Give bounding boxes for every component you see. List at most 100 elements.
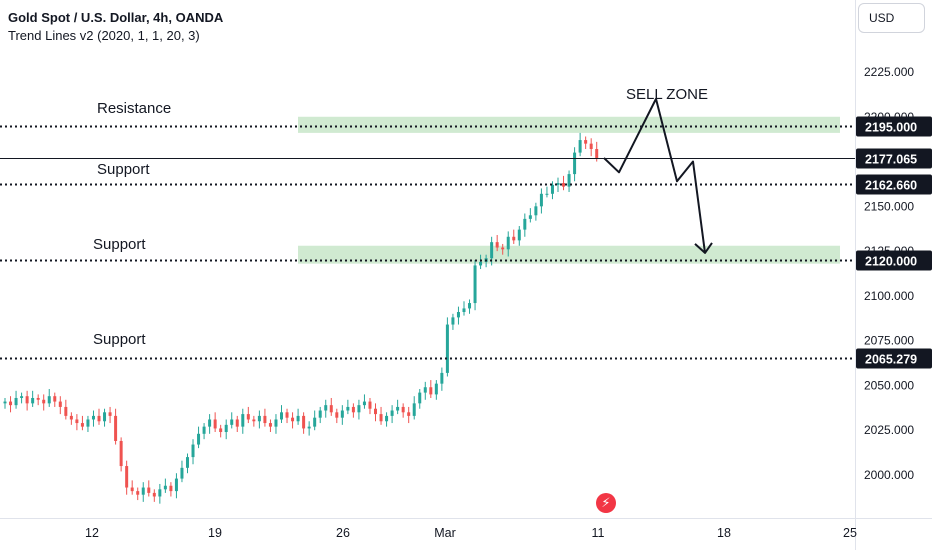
candle — [495, 234, 499, 252]
candle-body — [53, 396, 57, 402]
candle — [219, 424, 223, 438]
candle-body — [456, 312, 460, 318]
candle — [125, 460, 129, 495]
candle — [64, 399, 68, 420]
candle — [285, 408, 289, 424]
candle — [423, 381, 427, 400]
candle — [69, 412, 73, 425]
candle — [346, 399, 350, 415]
candle-body — [340, 410, 344, 418]
candle — [368, 397, 372, 415]
candle-body — [103, 412, 107, 422]
candle-body — [401, 406, 405, 413]
candle — [473, 260, 477, 311]
candle-body — [396, 406, 400, 411]
price-label-bg — [856, 148, 932, 169]
candle-body — [307, 426, 311, 429]
zone-1 — [298, 116, 840, 133]
candle-body — [91, 415, 95, 420]
candle-body — [329, 405, 333, 413]
bolt-icon[interactable]: ⚡ — [596, 493, 616, 513]
x-tick-label: 19 — [208, 526, 222, 540]
candle-body — [362, 401, 366, 406]
candle — [351, 403, 355, 418]
candle-body — [451, 317, 455, 325]
candle — [501, 243, 505, 255]
y-tick-label: 2225.000 — [864, 65, 914, 79]
candle — [562, 175, 566, 191]
candle-body — [97, 415, 101, 422]
candle-body — [163, 485, 167, 490]
candle-body — [445, 324, 449, 373]
candle-body — [152, 492, 156, 497]
candle-body — [280, 412, 283, 420]
candle — [517, 226, 521, 246]
x-tick-label: 12 — [85, 526, 99, 540]
candle-body — [495, 242, 499, 248]
candle-body — [268, 423, 272, 427]
candle-body — [31, 397, 35, 404]
candle-body — [197, 433, 201, 445]
candle — [3, 397, 7, 409]
candle — [185, 453, 189, 474]
candle-body — [119, 440, 123, 467]
candle — [213, 412, 217, 433]
candle-body — [47, 396, 51, 404]
candle-body — [208, 419, 212, 427]
candle-body — [69, 415, 73, 420]
candle — [103, 408, 107, 427]
candle — [158, 483, 162, 504]
candle — [374, 403, 378, 422]
candle-body — [318, 410, 322, 418]
candle-body — [219, 428, 223, 433]
candle — [584, 136, 588, 150]
projection-path — [603, 97, 706, 254]
candle — [147, 480, 151, 497]
candle — [335, 408, 339, 424]
candle-body — [368, 401, 372, 409]
candle-body — [296, 415, 300, 422]
candle — [114, 408, 118, 445]
candle-body — [523, 218, 527, 230]
candle — [152, 489, 156, 502]
candle — [274, 414, 278, 434]
candle-body — [374, 408, 378, 415]
candle — [401, 403, 405, 418]
price-label-1: 2195.000 — [865, 121, 917, 135]
candle — [47, 389, 51, 407]
symbol-title[interactable]: Gold Spot / U.S. Dollar, 4h, OANDA — [8, 10, 224, 25]
candle — [163, 478, 167, 493]
price-label-3: 2162.660 — [865, 179, 917, 193]
x-tick-label: 11 — [592, 526, 605, 540]
candle-body — [252, 419, 256, 422]
y-tick-label: 2150.000 — [864, 199, 914, 213]
candle-body — [191, 444, 195, 458]
candle — [445, 317, 449, 377]
candle-body — [147, 487, 151, 493]
price-label-bg — [856, 348, 932, 369]
candle — [318, 406, 322, 424]
candle-body — [545, 193, 549, 195]
x-tick-label: 18 — [717, 526, 731, 540]
y-tick-label: 2050.000 — [864, 378, 914, 392]
price-label-2: 2177.065 — [865, 153, 917, 167]
candle — [20, 392, 24, 404]
candle — [208, 414, 212, 434]
indicator-label[interactable]: Trend Lines v2 (2020, 1, 1, 20, 3) — [8, 28, 200, 43]
candle-body — [291, 417, 295, 422]
candle — [573, 147, 577, 182]
candle-body — [357, 405, 361, 413]
candle-body — [473, 265, 477, 304]
candle-body — [180, 467, 184, 479]
candle — [268, 419, 272, 433]
candle-body — [346, 406, 350, 411]
candle — [14, 390, 18, 409]
candle — [539, 188, 543, 214]
candle — [80, 415, 84, 431]
candle-body — [539, 193, 543, 207]
candle — [53, 392, 57, 407]
candle-body — [595, 149, 599, 158]
currency-button[interactable]: USD — [858, 3, 925, 33]
candle — [440, 367, 444, 391]
